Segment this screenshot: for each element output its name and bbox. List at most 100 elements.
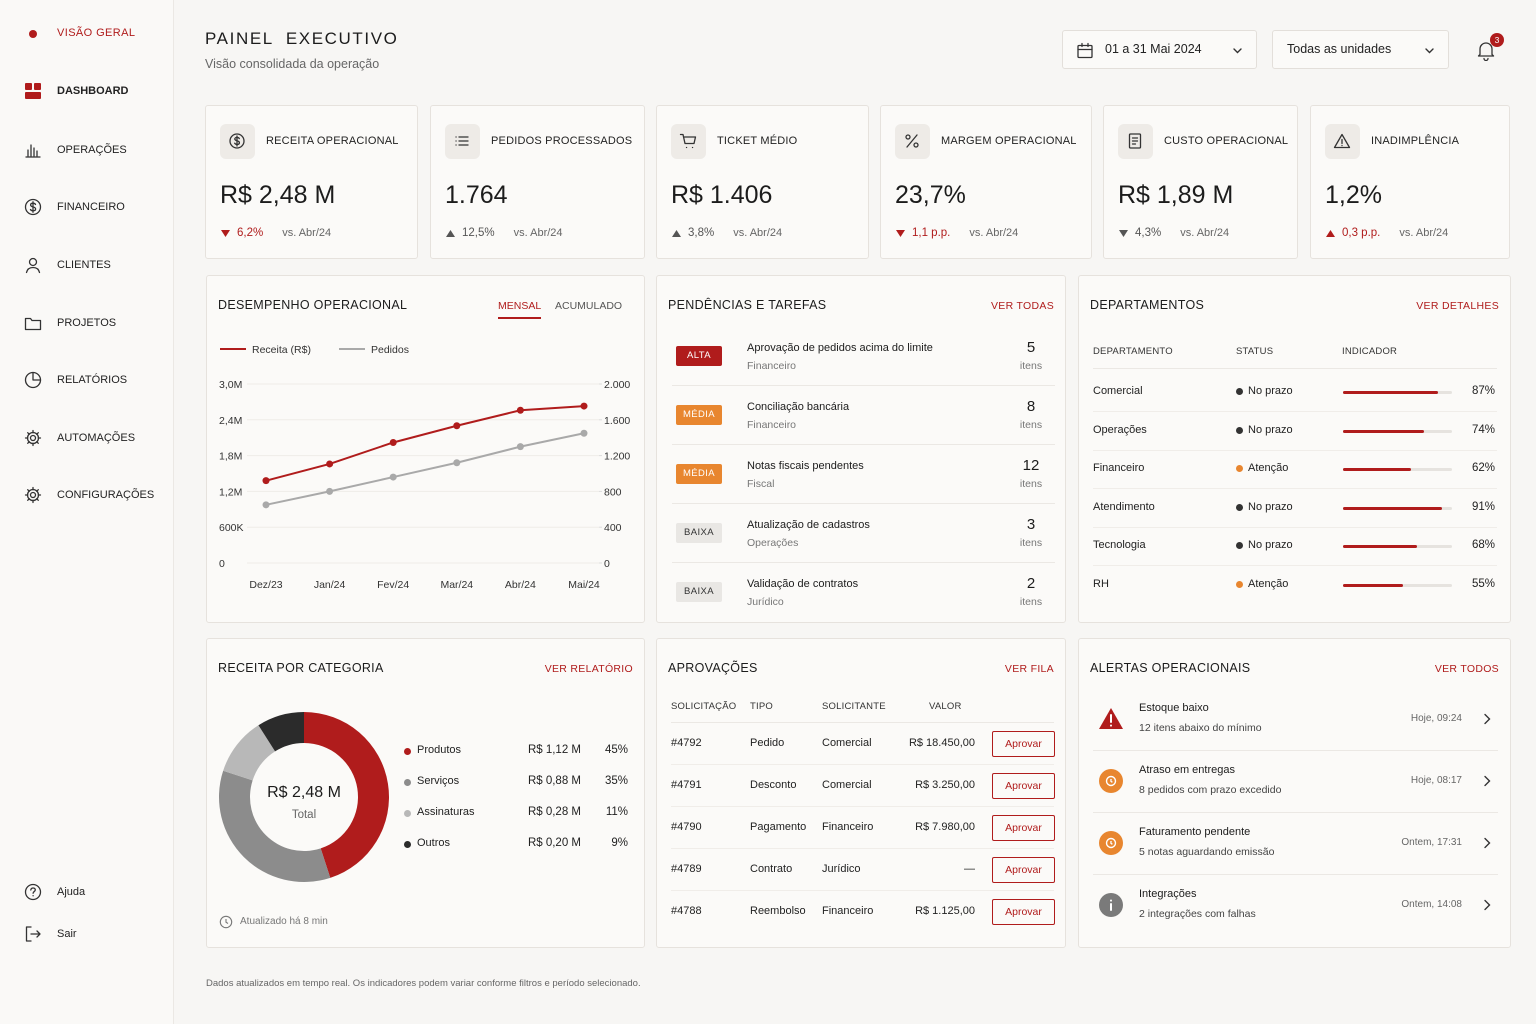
panel-link[interactable]: VER RELATÓRIO [544,663,633,675]
nav-item[interactable]: CONFIGURAÇÕES [16,481,166,509]
column-header: TIPO [750,701,773,712]
kpi-card: RECEITA OPERACIONAL R$ 2,48 M 6,2% vs. Abr/… [205,105,418,259]
icon-part [1477,42,1495,61]
icon-part [913,142,919,148]
alert-row[interactable]: Atraso em entregas 8 pedidos com prazo ex… [1079,751,1510,811]
notifications[interactable]: 3 [1472,32,1510,64]
separator [672,562,1055,563]
status-dot [1236,465,1243,473]
legend-amount: R$ 0,20 M [527,837,581,849]
icon-part [1484,775,1491,787]
nav-label: RELATÓRIOS [57,374,128,386]
kpi-card: TICKET MÉDIO R$ 1.406 3,8% vs. Abr/24 [656,105,869,259]
panel-title: RECEITA POR CATEGORIA [218,661,384,675]
panel-title: DESEMPENHO OPERACIONAL [218,298,408,312]
chevron [1425,48,1434,54]
panel-link[interactable]: VER TODAS [991,300,1054,312]
approve-button[interactable]: Aprovar [992,857,1055,883]
request-value: R$ 1.125,00 [915,905,975,917]
icon-part [29,30,37,38]
tasks-panel: PENDÊNCIAS E TAREFAS VER TODAS ALTA Aprovaç… [656,275,1066,623]
legend-percent: 45% [604,744,628,756]
nav-item[interactable]: Ajuda [16,878,166,906]
requester: Financeiro [822,821,874,833]
nav-item[interactable]: OPERAÇÕES [16,136,166,164]
approve-button[interactable]: Aprovar [992,899,1055,925]
requester: Financeiro [822,905,874,917]
nav-item[interactable]: FINANCEIRO [16,193,166,221]
alert-detail: 12 itens abaixo do mínimo [1139,722,1262,734]
legend-percent: 11% [605,806,628,818]
request-value: R$ 18.450,00 [908,737,975,749]
nav-item[interactable]: CLIENTES [16,251,166,279]
task-count: 3 [1026,516,1036,533]
nav-item[interactable]: RELATÓRIOS [16,366,166,394]
task-area: Fiscal [747,478,775,490]
separator [672,503,1055,504]
series-point [453,422,461,430]
x-tick-label: Jan/24 [314,579,346,591]
x-tick-label: Dez/23 [249,579,282,591]
y2-tick-label: 1.200 [604,451,630,463]
nav-icon [24,883,42,901]
page-subtitle: Visão consolidada da operação [205,57,380,71]
panel-link[interactable]: VER DETALHES [1416,300,1499,312]
nav-item[interactable]: AUTOMAÇÕES [16,424,166,452]
nav-item[interactable]: Sair [16,920,166,948]
indicator-label: 68% [1471,539,1495,552]
kpi-compare: vs. Abr/24 [282,227,332,239]
approve-button[interactable]: Aprovar [992,731,1055,757]
icon-part [1484,899,1491,911]
kpi-value: R$ 2,48 M [220,181,336,209]
icon-part [1105,837,1117,849]
request-id: #4789 [671,863,702,875]
updated-note: Atualizado há 8 min [240,916,328,927]
task-title: Notas fiscais pendentes [747,460,864,472]
line-chart: 0 600K 1,2M 1,8M 2,4M 3,0M 0 400 800 1.200 1.600 2.… [219,344,630,591]
approve-button[interactable]: Aprovar [992,773,1055,799]
chevron [1484,837,1491,849]
nav-label: Ajuda [57,886,86,898]
alert-detail: 2 integrações com falhas [1139,908,1256,920]
department-name: Atendimento [1093,500,1155,513]
task-unit: itens [1019,419,1043,431]
panel-link[interactable]: VER TODOS [1434,663,1499,675]
legend-amount: R$ 0,88 M [527,775,581,787]
donut-slice [258,712,304,752]
approve-button[interactable]: Aprovar [992,815,1055,841]
nav-item[interactable]: PROJETOS [16,309,166,337]
tab[interactable]: ACUMULADO [555,300,623,312]
x-tick-label: Abr/24 [505,579,536,591]
alert-row[interactable]: Integrações 2 integrações com falhas Ontem… [1079,875,1510,935]
department-name: Comercial [1093,385,1143,397]
alert-row[interactable]: Faturamento pendente 5 notas aguardando e… [1079,813,1510,873]
icon-part [25,144,41,158]
kpi-compare: vs. Abr/24 [513,227,563,239]
nav-label: AUTOMAÇÕES [57,432,136,444]
kpi-icon [671,124,706,159]
revenue-panel: RECEITA POR CATEGORIA VER RELATÓRIO R$ 2,4… [206,638,645,948]
request-type: Reembolso [750,905,806,917]
status-dot [1236,503,1243,511]
indicator-bar [1343,468,1411,472]
task-count: 12 [1022,457,1040,474]
period-select[interactable]: 01 a 31 Mai 2024 [1062,30,1257,69]
chevron [1484,899,1491,911]
sidebar: VISÃO GERAL DASHBOARD OPERAÇÕES FINANCEIRO C… [0,0,174,1024]
tab-active[interactable]: MENSAL [498,300,542,319]
status-label: No prazo [1248,385,1293,397]
icon-part [221,229,230,237]
icon-part [1077,42,1093,51]
indicator-bar [1343,429,1424,433]
panel-link[interactable]: VER FILA [1004,663,1054,675]
priority-badge: BAIXA [676,523,722,543]
task-area: Financeiro [747,419,797,431]
indicator-label: 55% [1471,578,1495,590]
separator [1093,411,1497,412]
alert-row[interactable]: Estoque baixo 12 itens abaixo do mínimo Ho… [1079,689,1510,749]
nav-item[interactable]: DASHBOARD [16,77,166,105]
separator [1093,449,1497,451]
task-area: Jurídico [747,596,784,608]
unit-select[interactable]: Todas as unidades [1272,30,1449,69]
task-area: Operações [747,537,799,549]
